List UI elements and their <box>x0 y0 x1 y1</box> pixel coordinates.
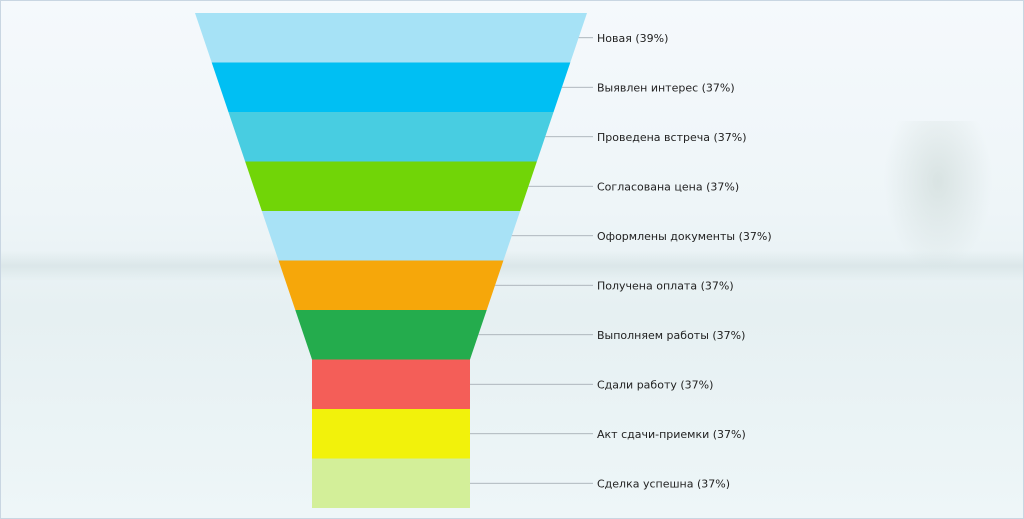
funnel-label: Выполняем работы (37%) <box>597 329 745 342</box>
funnel-label: Получена оплата (37%) <box>597 279 734 292</box>
funnel-label: Согласована цена (37%) <box>597 180 739 193</box>
funnel-label: Новая (39%) <box>597 32 668 45</box>
funnel-label: Оформлены документы (37%) <box>597 230 772 243</box>
funnel-segment[interactable] <box>261 211 521 261</box>
funnel-segment[interactable] <box>312 359 470 410</box>
funnel-label: Выявлен интерес (37%) <box>597 81 735 94</box>
funnel-label: Сделка успешна (37%) <box>597 477 730 490</box>
funnel-label: Сдали работу (37%) <box>597 378 713 391</box>
funnel-segment[interactable] <box>278 260 504 311</box>
funnel-segment[interactable] <box>195 13 587 63</box>
funnel-segment[interactable] <box>295 310 487 360</box>
funnel-segment[interactable] <box>245 161 537 212</box>
funnel-label: Проведена встреча (37%) <box>597 131 747 144</box>
funnel-segment[interactable] <box>312 458 470 509</box>
funnel-segment[interactable] <box>228 112 554 162</box>
funnel-segment[interactable] <box>211 62 571 113</box>
funnel-segment[interactable] <box>312 409 470 459</box>
background-horizon <box>1 251 1023 281</box>
background-palm <box>883 121 993 271</box>
funnel-label: Акт сдачи-приемки (37%) <box>597 428 746 441</box>
